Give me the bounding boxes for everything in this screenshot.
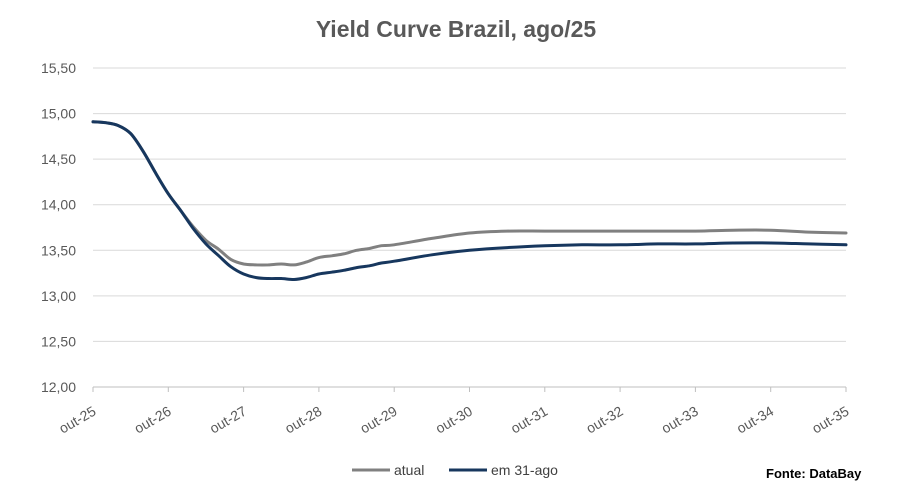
grid-lines [93,67,846,342]
x-tick-label: out-29 [357,403,400,437]
x-tick-label: out-34 [734,403,777,437]
x-tick-label: out-32 [583,403,626,437]
x-tick-label: out-26 [131,403,174,437]
y-axis: 12,00 12,50 13,00 13,50 14,00 14,50 15,00 15,50 [41,60,76,395]
series-line-em-31-ago [91,120,848,282]
y-tick-label: 15,50 [41,60,76,76]
y-tick-label: 13,00 [41,288,76,304]
y-tick-label: 14,50 [41,151,76,167]
y-tick-label: 15,00 [41,106,76,122]
x-tick-label: out-31 [508,403,551,437]
y-tick-label: 13,50 [41,242,76,258]
legend: atual em 31-ago [352,462,558,478]
x-tick-label: out-33 [659,403,702,437]
series-lines [91,120,848,282]
x-tick-label: out-28 [282,403,325,437]
x-tick-label: out-35 [809,403,852,437]
x-tick-label: out-25 [56,403,99,437]
x-axis: out-25 out-26 out-27 out-28 out-29 out-30 out-… [56,386,852,437]
y-tick-label: 12,00 [41,379,76,395]
x-tick-label: out-27 [207,403,250,437]
legend-label: em 31-ago [491,462,558,478]
y-tick-label: 12,50 [41,333,76,349]
y-tick-label: 14,00 [41,197,76,213]
chart-title: Yield Curve Brazil, ago/25 [316,16,597,42]
legend-label: atual [394,462,424,478]
source-note: Fonte: DataBay [766,466,862,481]
x-tick-label: out-30 [433,403,476,437]
